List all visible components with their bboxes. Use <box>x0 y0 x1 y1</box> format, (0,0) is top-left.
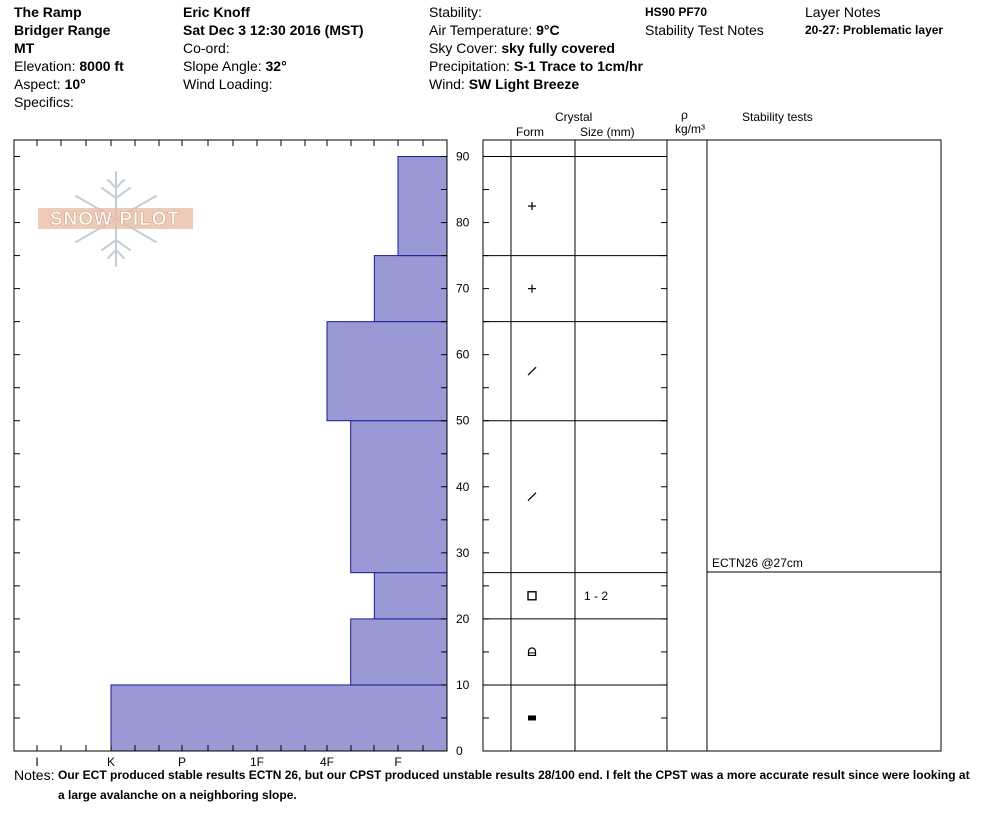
hardness-label-k: K <box>107 755 115 769</box>
aspect-value: 10° <box>64 76 86 92</box>
decomposing-fragments-icon <box>527 492 537 502</box>
location-state: MT <box>14 40 35 56</box>
melt-freeze-crust-icon <box>528 715 536 721</box>
layer-note-range: 20-27: <box>805 23 840 37</box>
hardness-label-i: I <box>35 755 38 769</box>
height-label: 10 <box>456 678 470 692</box>
height-label: 40 <box>456 480 470 494</box>
observation-datetime: Sat Dec 3 12:30 2016 (MST) <box>183 22 364 38</box>
location-name: The Ramp <box>14 4 82 20</box>
height-axis: 0 10 20 30 40 50 60 70 80 90 <box>456 150 470 758</box>
precip-value: S-1 Trace to 1cm/hr <box>513 58 643 74</box>
elevation-label: Elevation: <box>14 58 76 74</box>
table-layer-lines <box>483 156 667 686</box>
wind-value: SW Light Breeze <box>468 76 580 92</box>
hardness-label-1f: 1F <box>250 755 264 769</box>
logo-banner <box>38 208 193 229</box>
height-label: 30 <box>456 546 470 560</box>
plot-frame <box>13 139 448 752</box>
form-header: Form <box>516 125 544 139</box>
rho-header: ρ <box>681 108 688 122</box>
layer-notes-label: Layer Notes <box>805 4 881 20</box>
wind-row: Wind: SW Light Breeze <box>429 75 579 93</box>
height-label: 90 <box>456 150 470 164</box>
air-temp-row: Air Temperature: 9°C <box>429 21 560 39</box>
slope-row: Slope Angle: 32° <box>183 57 287 75</box>
hardness-label-p: P <box>178 755 186 769</box>
sky-row: Sky Cover: sky fully covered <box>429 39 615 57</box>
wind-label: Wind: <box>429 76 465 92</box>
height-label: 60 <box>456 348 470 362</box>
layer-bar-0 <box>110 684 448 752</box>
air-temp-label: Air Temperature: <box>429 22 533 38</box>
logo-text: SNOW PILOT <box>50 209 180 230</box>
crystal-symbols <box>527 202 537 721</box>
crystal-size-value: 1 - 2 <box>584 589 608 603</box>
notes-text: Our ECT produced stable results ECTN 26,… <box>58 768 970 802</box>
precip-label: Precipitation: <box>429 58 510 74</box>
table-ticks <box>483 156 667 752</box>
height-label: 80 <box>456 216 470 230</box>
facets-icon <box>527 591 537 601</box>
slope-value: 32° <box>265 58 287 74</box>
density-unit-header: kg/m³ <box>675 122 705 136</box>
stability-tests-header: Stability tests <box>742 110 813 124</box>
height-label: 20 <box>456 612 470 626</box>
layer-note-text: Problematic layer <box>843 23 944 37</box>
crystal-header: Crystal <box>555 110 593 124</box>
elevation-value: 8000 ft <box>79 58 124 74</box>
location-range: Bridger Range <box>14 22 111 38</box>
stability-result: ECTN26 @27cm <box>712 556 803 570</box>
layer-table <box>482 139 942 752</box>
sky-value: sky fully covered <box>501 40 615 56</box>
precip-row: Precipitation: S-1 Trace to 1cm/hr <box>429 57 643 75</box>
height-label: 50 <box>456 414 470 428</box>
air-temp-value: 9°C <box>536 22 560 38</box>
layer-bar-1 <box>350 618 448 686</box>
layer-note: 20-27: Problematic layer <box>805 23 943 37</box>
layer-bar-6 <box>397 156 448 257</box>
hardness-bars <box>110 156 448 752</box>
sky-label: Sky Cover: <box>429 40 498 56</box>
slope-label: Slope Angle: <box>183 58 262 74</box>
layer-bar-5 <box>373 255 448 323</box>
plot-ticks <box>13 140 447 752</box>
wind-loading-label: Wind Loading: <box>183 76 273 92</box>
layer-bar-2 <box>373 572 448 620</box>
layer-bar-3 <box>350 420 448 574</box>
stability-label: Stability: <box>429 4 482 20</box>
crystal-sizes: 1 - 2 <box>584 589 608 603</box>
aspect-label: Aspect: <box>14 76 61 92</box>
hardness-label-f: F <box>394 755 401 769</box>
notes-label: Notes: <box>14 767 55 783</box>
height-label: 0 <box>456 744 463 758</box>
coord-label: Co-ord: <box>183 40 230 56</box>
hs-pf-value: HS90 PF70 <box>645 5 708 19</box>
hardness-axis: I K P 1F 4F F <box>35 755 401 769</box>
precipitation-particles-icon <box>528 284 536 293</box>
decomposing-fragments-icon <box>527 366 537 376</box>
elevation-row: Elevation: 8000 ft <box>14 57 124 75</box>
aspect-row: Aspect: 10° <box>14 75 86 93</box>
height-label: 70 <box>456 282 470 296</box>
precipitation-particles-icon <box>528 202 536 211</box>
observer-name: Eric Knoff <box>183 4 250 20</box>
size-header: Size (mm) <box>580 125 635 139</box>
rounding-facets-icon <box>527 647 537 657</box>
hardness-label-4f: 4F <box>320 755 334 769</box>
layer-bar-4 <box>326 321 448 422</box>
specifics-label: Specifics: <box>14 94 74 110</box>
stability-test-notes-label: Stability Test Notes <box>645 22 764 38</box>
